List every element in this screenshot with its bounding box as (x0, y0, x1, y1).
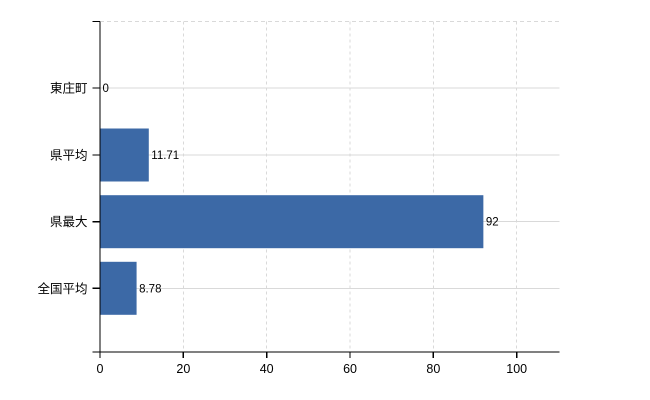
data-label: 8.78 (139, 283, 161, 295)
x-tick-label: 60 (343, 362, 357, 376)
x-tick-label: 80 (426, 362, 440, 376)
x-tick-label: 40 (260, 362, 274, 376)
data-label: 92 (486, 217, 499, 229)
x-tick-label: 100 (506, 362, 527, 376)
category-label: 東庄町 (50, 81, 88, 96)
bar (100, 261, 137, 315)
data-label: 11.71 (151, 150, 179, 162)
x-tick-label: 0 (97, 362, 104, 376)
category-label: 全国平均 (37, 281, 87, 296)
x-tick-label: 20 (176, 362, 190, 376)
bar (100, 128, 149, 182)
data-label: 0 (103, 83, 109, 95)
category-label: 県平均 (50, 149, 88, 163)
category-label: 県最大 (50, 215, 88, 229)
bar (100, 195, 484, 249)
